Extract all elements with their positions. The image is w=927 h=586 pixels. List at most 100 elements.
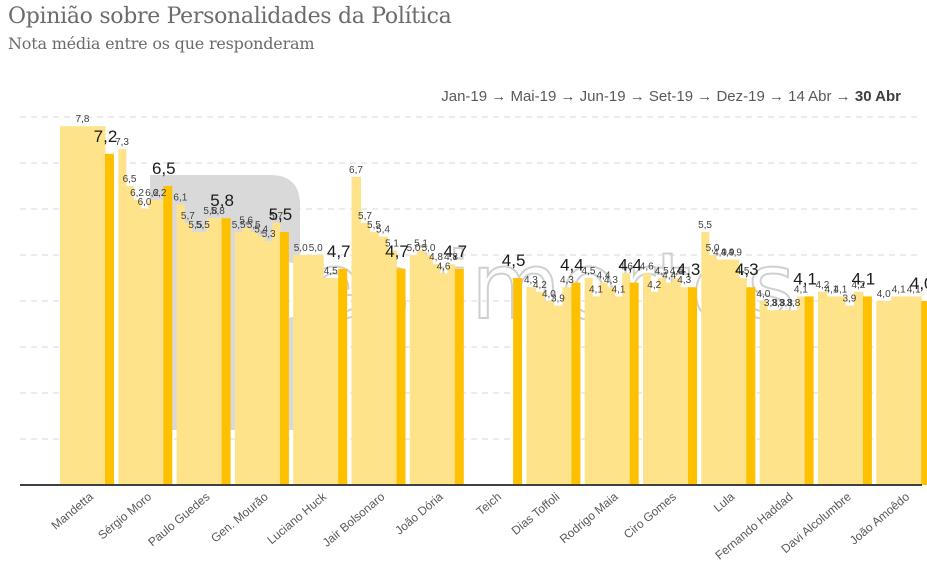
bar-dez-19	[264, 241, 273, 485]
bar-mai-19	[708, 255, 717, 485]
value-label: 5,8	[203, 206, 217, 217]
value-label: 3,9	[842, 294, 856, 305]
legend-period: 14 Abr	[788, 88, 832, 105]
value-label: 3,8	[771, 298, 785, 309]
bar-jun-19	[774, 310, 783, 485]
x-tick-label: Rodrigo Maia	[557, 489, 621, 546]
bar-30-abr	[746, 287, 756, 485]
bar-set-19	[723, 259, 732, 485]
bar-mai-19	[417, 250, 426, 485]
bar-14-abr	[853, 291, 864, 485]
value-label: 6,0	[138, 197, 152, 208]
value-label: 6,2	[153, 188, 167, 199]
legend-period: Dez-19	[716, 88, 765, 105]
bar-jun-19	[835, 296, 846, 485]
bar-14-abr	[562, 287, 572, 485]
bar-jun-19	[369, 232, 379, 485]
bar-jun-19	[544, 301, 554, 485]
bar-30-abr	[338, 268, 348, 485]
value-label: 4,1	[589, 284, 603, 295]
current-value-label: 7,2	[94, 127, 118, 146]
value-label: 4,6	[619, 261, 633, 272]
value-label: 7,8	[76, 114, 90, 125]
value-label: 4,9	[728, 248, 742, 259]
value-label: 5,3	[262, 229, 276, 240]
bar-set-19	[140, 209, 149, 485]
value-label: 6,1	[173, 192, 187, 203]
bar-set-19	[607, 287, 616, 485]
value-label: 5,5	[367, 220, 381, 231]
value-label: 4,0	[542, 289, 556, 300]
bar-mai-19	[767, 310, 776, 485]
value-label: 4,1	[907, 284, 921, 295]
bar-jun-19	[599, 282, 608, 485]
value-label: 5,7	[269, 211, 283, 222]
value-label: 5,1	[385, 238, 399, 249]
value-label: 3,9	[551, 294, 565, 305]
legend-period: Set-19	[648, 88, 694, 105]
bar-30-abr	[454, 268, 464, 485]
bar-dez-19	[673, 278, 681, 485]
bar-set-19	[844, 305, 855, 485]
x-tick-label: Mandetta	[49, 489, 97, 532]
value-label: 4,2	[647, 280, 661, 291]
value-label: 4,8	[444, 252, 458, 263]
bar-mai-19	[650, 291, 659, 485]
legend-period: 30 Abr	[854, 88, 901, 105]
bar-jan-19	[701, 232, 710, 485]
value-label: 4,5	[736, 266, 750, 277]
current-value-label: 4,7	[385, 242, 409, 261]
bar-set-19	[782, 310, 791, 485]
value-label: 4,4	[662, 271, 676, 282]
bar-set-19	[257, 236, 266, 485]
bar-jun-19	[658, 278, 666, 485]
chart-subtitle: Nota média entre os que responderam	[8, 34, 315, 53]
arrow-icon: →	[556, 88, 580, 105]
bar-30-abr	[688, 287, 697, 485]
value-label: 5,4	[254, 225, 268, 236]
value-label: 4,2	[815, 280, 829, 291]
bar-14-abr	[60, 126, 106, 485]
value-label: 4,3	[524, 275, 538, 286]
bar-set-19	[199, 232, 208, 485]
bar-dez-19	[148, 199, 157, 486]
value-label: 4,9	[721, 248, 735, 259]
value-label: 4,5	[324, 266, 338, 277]
arrow-icon: →	[625, 88, 649, 105]
value-label: 4,0	[756, 289, 770, 300]
value-label: 5,7	[181, 211, 195, 222]
current-value-label: 5,5	[269, 205, 293, 224]
value-label: 5,5	[196, 220, 210, 231]
current-value-label: 4,3	[735, 260, 759, 279]
value-label: 6,7	[349, 165, 363, 176]
value-label: 4,2	[851, 280, 865, 291]
x-tick-label: Gen. Mourão	[208, 489, 271, 545]
bar-30-abr	[163, 186, 173, 485]
value-label: 3,8	[786, 298, 800, 309]
x-tick-label: João Amoêdo	[847, 489, 912, 547]
x-tick-label: Sérgio Moro	[95, 489, 154, 542]
value-label: 4,1	[794, 284, 808, 295]
bar-dez-19	[439, 273, 448, 485]
value-label: 5,1	[414, 238, 428, 249]
bar-mai-19	[360, 222, 370, 486]
legend: Jan-19 → Mai-19 → Jun-19 → Set-19 → Dez-…	[441, 88, 901, 105]
bar-jan-19	[234, 232, 243, 485]
bar-jan-19	[876, 301, 892, 485]
value-label: 5,0	[294, 243, 308, 254]
bar-14-abr	[738, 278, 747, 485]
value-label: 5,5	[188, 220, 202, 231]
bar-14-abr	[155, 199, 164, 486]
value-label: 3,8	[764, 298, 778, 309]
bar-jan-19	[409, 255, 418, 485]
bar-mai-19	[592, 296, 601, 485]
x-tick-label: Lula	[711, 489, 738, 515]
value-label: 4,3	[677, 275, 691, 286]
value-label: 5,5	[247, 220, 261, 231]
value-label: 4,6	[437, 261, 451, 272]
bar-jan-19	[176, 204, 185, 485]
value-label: 7,3	[115, 137, 129, 148]
bar-set-19	[432, 264, 441, 485]
current-value-label: 5,8	[210, 191, 234, 210]
